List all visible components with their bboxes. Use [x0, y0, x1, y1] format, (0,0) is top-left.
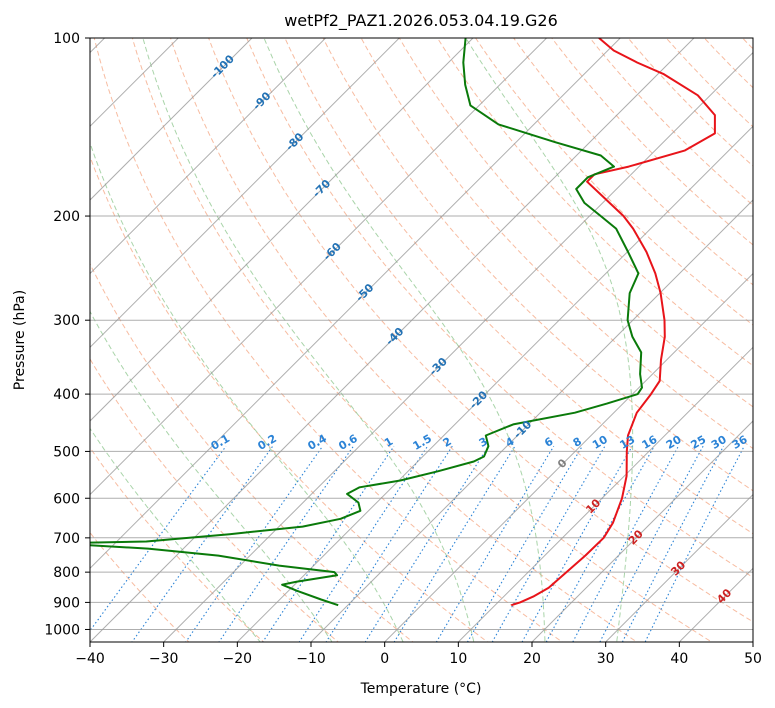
- isotherm-line: [90, 38, 695, 642]
- x-tick-label: −10: [296, 651, 326, 667]
- isotherm-line: [236, 125, 753, 642]
- mixing-ratio-line: [131, 445, 274, 642]
- moist-adiabat: [90, 310, 333, 642]
- isotherm-line: [383, 272, 753, 642]
- x-tick-label: 20: [523, 651, 541, 667]
- dry-adiabat: [398, 38, 753, 408]
- dry-adiabat: [170, 38, 713, 642]
- axis-ticks: −40 −30 −20 −10 0 10 20 30 40 50 100 200 300 400 500 60…: [44, 31, 762, 667]
- y-tick-label: 500: [53, 444, 80, 460]
- y-tick-label: 1000: [44, 622, 80, 638]
- mixing-ratio-line: [218, 445, 354, 642]
- dry-adiabat: [436, 38, 753, 367]
- x-tick-label: 50: [744, 651, 762, 667]
- moist-adiabat: [465, 38, 634, 642]
- dry-adiabat: [93, 38, 564, 642]
- moist-adiabat: [142, 38, 475, 642]
- mixing-ratio-line: [262, 445, 395, 642]
- mixing-ratio-line: [364, 445, 489, 642]
- mixing-ratio-line: [435, 445, 555, 642]
- y-tick-label: 600: [53, 491, 80, 507]
- mixing-ratio-line: [325, 445, 453, 642]
- plot-frame: [89, 37, 754, 643]
- y-tick-label: 100: [53, 31, 80, 47]
- x-tick-label: 0: [380, 651, 389, 667]
- x-tick-label: 30: [597, 651, 615, 667]
- dry-adiabat: [322, 38, 753, 492]
- x-tick-label: 10: [449, 651, 467, 667]
- y-axis-label: Pressure (hPa): [12, 290, 28, 390]
- mixing-ratio-line: [393, 445, 516, 642]
- isotherm-line: [90, 38, 548, 496]
- isotherm-line: [310, 199, 753, 642]
- dry-adiabat: [208, 38, 753, 623]
- dry-adiabat: [589, 38, 753, 206]
- x-tick-label: −40: [75, 651, 105, 667]
- moist-adiabat: [90, 427, 261, 642]
- y-tick-label: 300: [53, 313, 80, 329]
- dry-adiabat: [90, 358, 339, 642]
- mixing-ratio-line: [599, 445, 704, 642]
- moist-adiabat: [90, 141, 404, 642]
- isotherm-line: [90, 38, 474, 422]
- dry-adiabat: [513, 38, 753, 286]
- x-tick-label: −20: [223, 651, 253, 667]
- dry-adiabat: [131, 38, 638, 642]
- isotherm-line: [604, 493, 753, 642]
- isotherm-line: [162, 51, 753, 642]
- isotherm-line: [90, 38, 253, 201]
- moist-adiabat: [263, 38, 546, 642]
- isotherm-line: [90, 38, 622, 570]
- temperature-line: [510, 38, 716, 607]
- x-tick-label: 40: [670, 651, 688, 667]
- isotherm-line: [457, 346, 753, 642]
- x-axis-label: Temperature (°C): [360, 681, 482, 697]
- y-tick-label: 700: [53, 531, 80, 547]
- isotherm-line: [90, 38, 401, 349]
- dry-adiabat: [90, 262, 414, 642]
- dry-adiabat: [284, 38, 753, 535]
- y-tick-label: 800: [53, 565, 80, 581]
- dewpoint-line: [90, 38, 643, 607]
- dry-adiabat: [90, 155, 489, 642]
- y-tick-label: 400: [53, 387, 80, 403]
- mixing-ratio-line: [572, 445, 679, 642]
- data-series: [90, 38, 716, 607]
- dry-adiabat: [90, 446, 265, 642]
- y-tick-label: 900: [53, 595, 80, 611]
- mixing-ratio-line: [491, 445, 606, 642]
- dry-adiabat: [246, 38, 753, 578]
- mixing-ratio-line: [466, 445, 583, 642]
- reference-lines: [90, 38, 753, 642]
- chart-title: wetPf2_PAZ1.2026.053.04.19.G26: [284, 11, 558, 31]
- y-tick-label: 200: [53, 209, 80, 225]
- mixing-ratio-line: [298, 445, 429, 642]
- isotherm-line: [90, 38, 327, 275]
- mixing-ratio-line: [545, 445, 655, 642]
- x-tick-label: −30: [149, 651, 179, 667]
- isotherm-line: [531, 420, 753, 642]
